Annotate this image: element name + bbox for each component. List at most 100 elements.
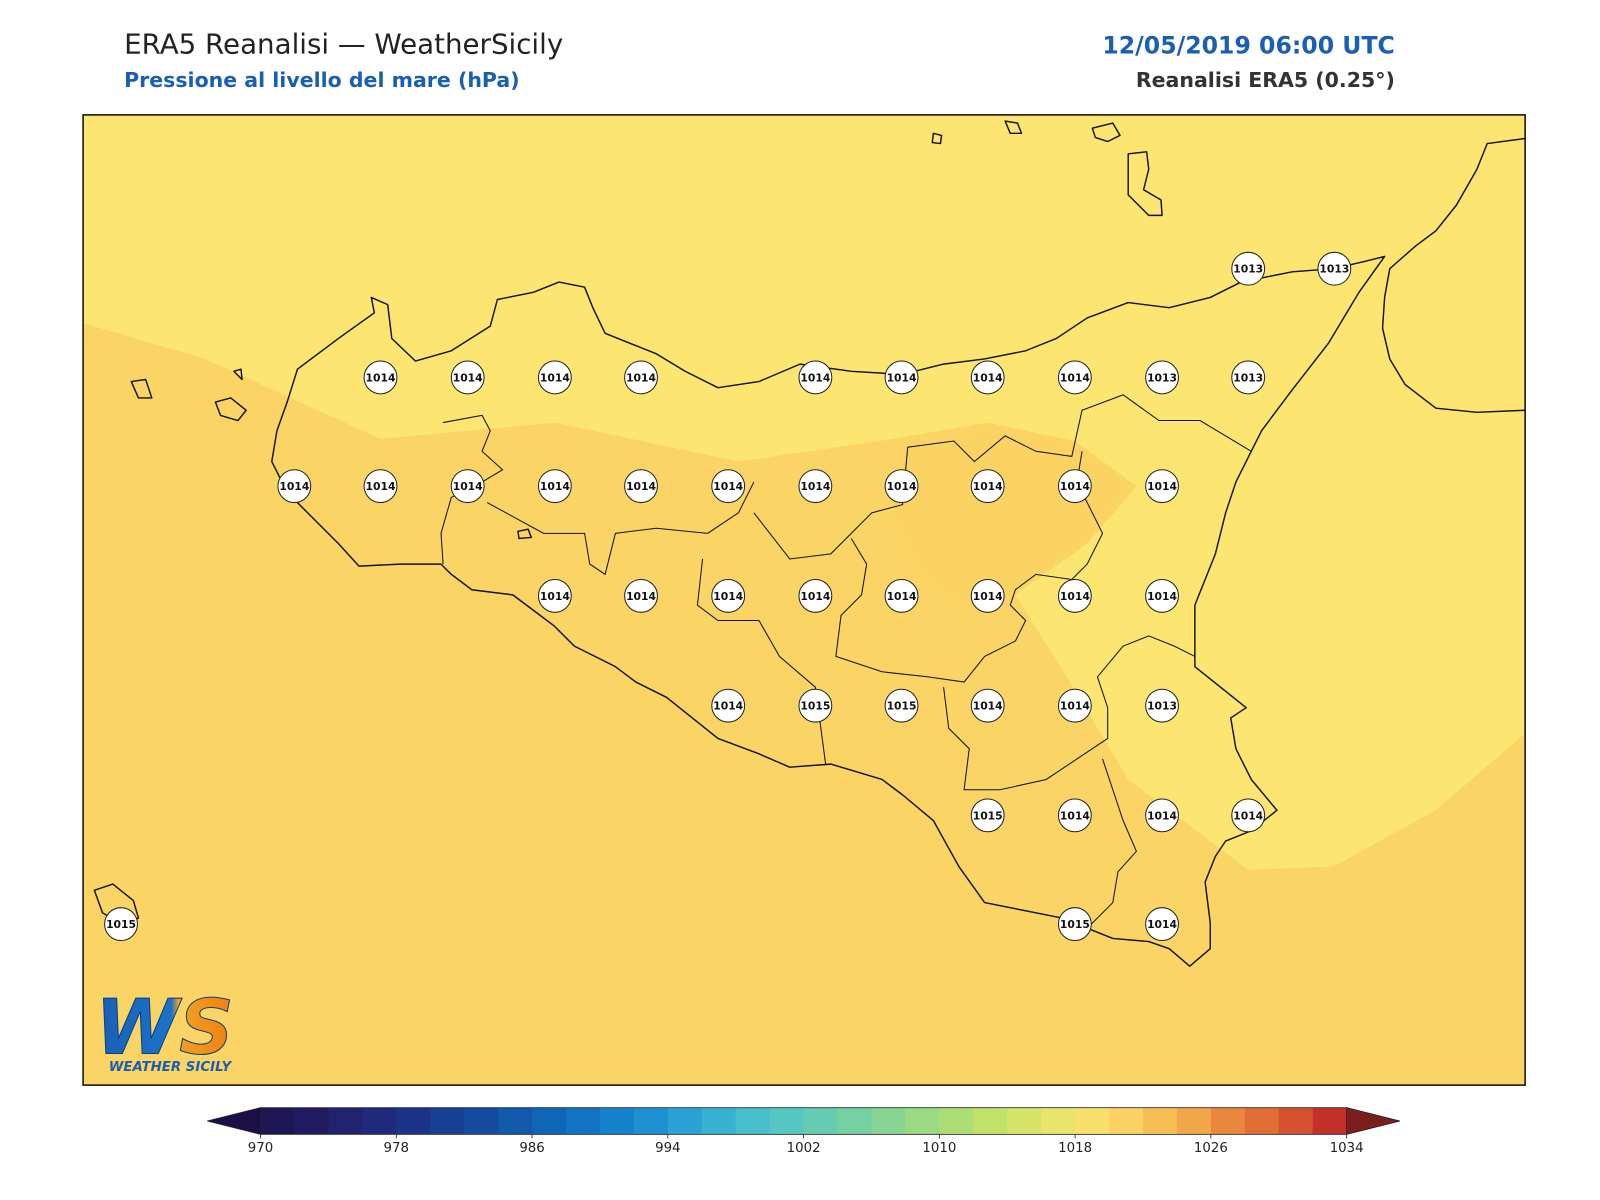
station-marker	[1057, 469, 1092, 504]
station-value: 1014	[366, 480, 396, 493]
colorbar-tick-label: 1002	[787, 1141, 821, 1156]
station: 1014	[624, 469, 658, 504]
colorbar-segment	[735, 1107, 771, 1135]
station-marker	[537, 578, 572, 613]
colorbar-extend-low	[207, 1107, 261, 1135]
station: 1014	[884, 469, 919, 504]
station-marker	[624, 578, 658, 613]
colorbar-segment	[837, 1107, 872, 1135]
station-marker	[1145, 907, 1179, 942]
station-marker	[711, 688, 746, 723]
station-marker	[1145, 469, 1179, 504]
station: 1013	[1317, 251, 1352, 286]
station-marker	[884, 469, 919, 504]
colorbar-segment	[260, 1107, 295, 1135]
station-value: 1014	[1147, 590, 1177, 603]
station-value: 1015	[1060, 918, 1090, 931]
station: 1014	[1057, 578, 1092, 613]
station-marker	[1057, 578, 1092, 613]
station: 1015	[798, 688, 833, 723]
calabria-coast	[1381, 137, 1526, 414]
station: 1014	[711, 688, 746, 723]
colorbar-segment	[464, 1107, 499, 1135]
station-value: 1014	[887, 480, 917, 493]
logo: WS WEATHER SICILY	[95, 983, 234, 1075]
station-marker	[798, 469, 833, 504]
colorbar-tick-label: 1026	[1194, 1141, 1228, 1156]
colorbar-extend-high	[1346, 1107, 1401, 1135]
colorbar-segment	[599, 1107, 635, 1135]
station-marker	[884, 360, 919, 395]
station-value: 1013	[1147, 700, 1177, 713]
colorbar-segment	[1176, 1107, 1212, 1135]
colorbar-tick-label: 986	[519, 1141, 544, 1156]
station-marker	[1057, 798, 1092, 833]
station-value: 1014	[1233, 809, 1263, 822]
station-marker	[884, 578, 919, 613]
station-value: 1014	[800, 480, 830, 493]
station-marker	[624, 360, 658, 395]
station-value: 1013	[1147, 371, 1177, 384]
station-marker	[277, 469, 312, 504]
station-value: 1013	[1233, 371, 1263, 384]
station: 1014	[450, 360, 485, 395]
station: 1014	[798, 360, 833, 395]
station-marker	[1145, 578, 1179, 613]
station-marker	[104, 907, 138, 942]
station-value: 1014	[540, 590, 570, 603]
station-marker	[450, 469, 485, 504]
colorbar-segment	[1007, 1107, 1042, 1135]
station-marker	[450, 360, 485, 395]
station-value: 1013	[1319, 263, 1349, 276]
logo-mark: WS	[95, 983, 233, 1071]
colorbar: 970 978 986 994 1002 1010 1018 1026 1034	[207, 1107, 1401, 1156]
station-value: 1014	[1060, 480, 1090, 493]
station-marker	[970, 798, 1005, 833]
station-marker	[1057, 360, 1092, 395]
colorbar-segment	[532, 1107, 567, 1135]
station: 1014	[798, 578, 833, 613]
station-value: 1014	[1147, 918, 1177, 931]
datetime: 12/05/2019 06:00 UTC	[1102, 31, 1394, 59]
station-value: 1014	[626, 590, 656, 603]
station-marker	[624, 469, 658, 504]
station: 1013	[1231, 360, 1266, 395]
island	[93, 120, 1163, 926]
colorbar-segment	[1210, 1107, 1246, 1135]
colorbar-segment	[939, 1107, 974, 1135]
station-value: 1014	[1060, 590, 1090, 603]
station: 1015	[884, 688, 919, 723]
colorbar-segment	[973, 1107, 1008, 1135]
station-value: 1014	[1060, 809, 1090, 822]
station: 1014	[1057, 469, 1092, 504]
station-value: 1014	[1060, 371, 1090, 384]
station-marker	[711, 578, 746, 613]
station: 1014	[1057, 798, 1092, 833]
station-value: 1014	[973, 590, 1003, 603]
colorbar-segment	[1312, 1107, 1348, 1135]
station: 1014	[277, 469, 312, 504]
station-marker	[1145, 688, 1179, 723]
stations: 1013 1013 1014 1014 1014 1014 1014 1014 1014 1014…	[104, 251, 1352, 942]
colorbar-segment	[294, 1107, 329, 1135]
logo-name: WEATHER SICILY	[109, 1060, 233, 1075]
station-marker	[798, 360, 833, 395]
station: 1014	[970, 578, 1005, 613]
station: 1015	[1057, 907, 1092, 942]
station: 1014	[711, 578, 746, 613]
station: 1015	[104, 907, 138, 942]
station-value: 1014	[366, 371, 396, 384]
station: 1014	[363, 360, 398, 395]
map-frame	[82, 114, 1526, 1086]
station-value: 1014	[973, 480, 1003, 493]
station: 1014	[884, 360, 919, 395]
station-value: 1014	[626, 371, 656, 384]
colorbar-segment	[1244, 1107, 1280, 1135]
station: 1014	[537, 469, 572, 504]
subtitle: Pressione al livello del mare (hPa)	[124, 68, 520, 92]
station-value: 1014	[713, 480, 743, 493]
station-value: 1015	[106, 918, 136, 931]
colorbar-segment	[871, 1107, 906, 1135]
station: 1013	[1231, 251, 1266, 286]
